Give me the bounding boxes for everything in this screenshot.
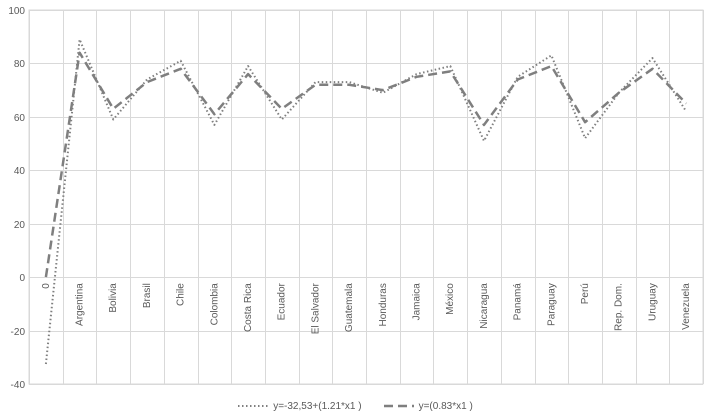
x-tick-label: Costa Rica xyxy=(243,283,254,332)
x-tick-label: México xyxy=(445,283,456,315)
y-tick-label: -20 xyxy=(11,327,26,338)
x-tick-label: Perú xyxy=(580,283,591,304)
x-tick-label: Panamá xyxy=(513,283,524,321)
x-tick-label: Brasil xyxy=(142,283,153,308)
y-tick-label: -40 xyxy=(11,380,26,391)
x-tick-label: Jamaica xyxy=(412,283,423,321)
y-tick-label: 100 xyxy=(8,6,25,17)
x-tick-label: Argentina xyxy=(75,283,86,326)
x-tick-label: Venezuela xyxy=(681,283,692,330)
y-tick-label: 60 xyxy=(14,113,26,124)
legend-swatch-dotted xyxy=(238,405,269,407)
x-tick-label: Ecuador xyxy=(277,282,288,320)
legend-label-series-2: y=(0.83*x1 ) xyxy=(418,400,473,412)
y-tick-label: 80 xyxy=(14,59,26,70)
x-tick-label: Chile xyxy=(176,283,187,306)
x-tick-label: Colombia xyxy=(209,283,220,326)
x-tick-label: Honduras xyxy=(378,283,389,326)
x-tick-label: El Salvador xyxy=(310,282,321,334)
series-line-2 xyxy=(44,51,688,278)
x-tick-label: Nicaragua xyxy=(479,283,490,329)
legend: y=-32,53+(1.21*x1 ) y=(0.83*x1 ) xyxy=(0,397,711,415)
x-tick-label: 0 xyxy=(41,283,52,289)
y-tick-label: 20 xyxy=(14,220,26,231)
x-tick-label: Paraguay xyxy=(546,283,557,326)
x-tick-label: Uruguay xyxy=(647,283,658,321)
legend-swatch-dashed xyxy=(383,404,414,408)
x-tick-label: Rep. Dom. xyxy=(614,283,625,331)
y-tick-label: 0 xyxy=(19,273,25,284)
x-axis-tick-labels: 0 Argentina Bolivia Brasil Chile Colombia Cost… xyxy=(41,282,692,334)
series-lines xyxy=(44,38,688,365)
x-tick-label: Guatemala xyxy=(344,283,355,332)
legend-item-series-2: y=(0.83*x1 ) xyxy=(383,400,473,412)
x-gridlines xyxy=(29,10,704,384)
legend-item-series-1: y=-32,53+(1.21*x1 ) xyxy=(238,400,362,412)
y-axis-tick-labels: -40 -20 0 20 40 60 80 100 xyxy=(8,6,25,391)
y-tick-label: 40 xyxy=(14,166,26,177)
legend-label-series-1: y=-32,53+(1.21*x1 ) xyxy=(273,400,362,412)
x-tick-label: Bolivia xyxy=(108,283,119,313)
